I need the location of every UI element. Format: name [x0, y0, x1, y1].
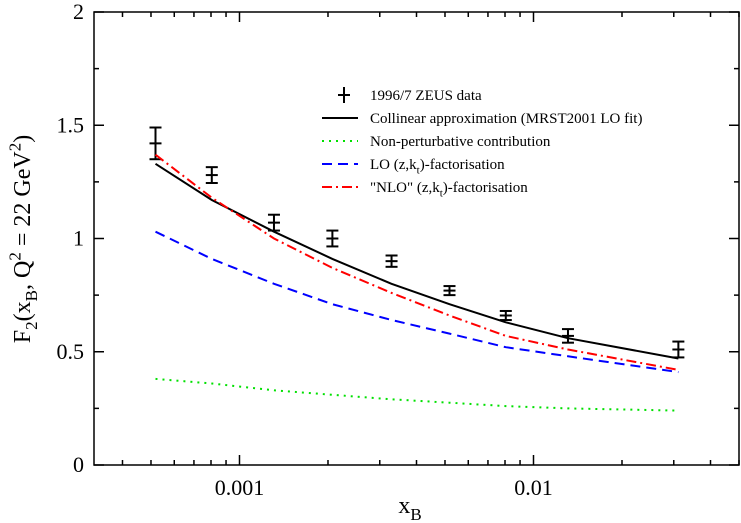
y-tick-label: 1: [73, 226, 84, 251]
zeus-data-series: [149, 126, 685, 359]
legend-label: "NLO" (z,kt​)-factorisation: [370, 180, 528, 200]
y-axis-label: F2​(xB​, Q2​ = 22 GeV2​): [5, 135, 41, 343]
legend-item: "NLO" (z,kt​)-factorisation: [322, 180, 528, 200]
data-point: [385, 254, 398, 268]
x-axis-label: xB​: [398, 493, 421, 523]
y-tick-label: 0: [73, 452, 84, 477]
x-tick-label: 0.001: [215, 475, 265, 500]
y-tick-label: 2: [73, 0, 84, 24]
series-line-dashdot: [154, 153, 679, 371]
legend-label: 1996/7 ZEUS data: [370, 88, 482, 104]
data-point: [326, 229, 339, 248]
x-tick-label: 0.01: [514, 475, 553, 500]
data-point: [499, 309, 512, 322]
legend: 1996/7 ZEUS data Collinear approximation …: [322, 87, 642, 200]
series-line-dotted: [155, 377, 679, 412]
data-point: [205, 166, 218, 185]
y-tick-label: 1.5: [57, 112, 85, 137]
y-tick-label: 0.5: [57, 339, 85, 364]
data-point: [149, 126, 162, 161]
legend-label: Non-perturbative contribution: [370, 134, 551, 150]
legend-item: Non-perturbative contribution: [322, 134, 551, 150]
data-point: [561, 328, 574, 344]
legend-item: 1996/7 ZEUS data: [338, 87, 482, 104]
legend-item: LO (z,kt​)-factorisation: [322, 157, 505, 177]
data-point: [443, 285, 456, 297]
plot-series: [149, 126, 685, 412]
legend-label: LO (z,kt​)-factorisation: [370, 157, 505, 177]
data-point: [672, 340, 685, 359]
legend-label: Collinear approximation (MRST2001 LO fit…: [370, 111, 642, 127]
legend-item: Collinear approximation (MRST2001 LO fit…: [322, 111, 642, 127]
plot-frame: [93, 11, 740, 466]
series-line-dashed: [155, 230, 679, 374]
